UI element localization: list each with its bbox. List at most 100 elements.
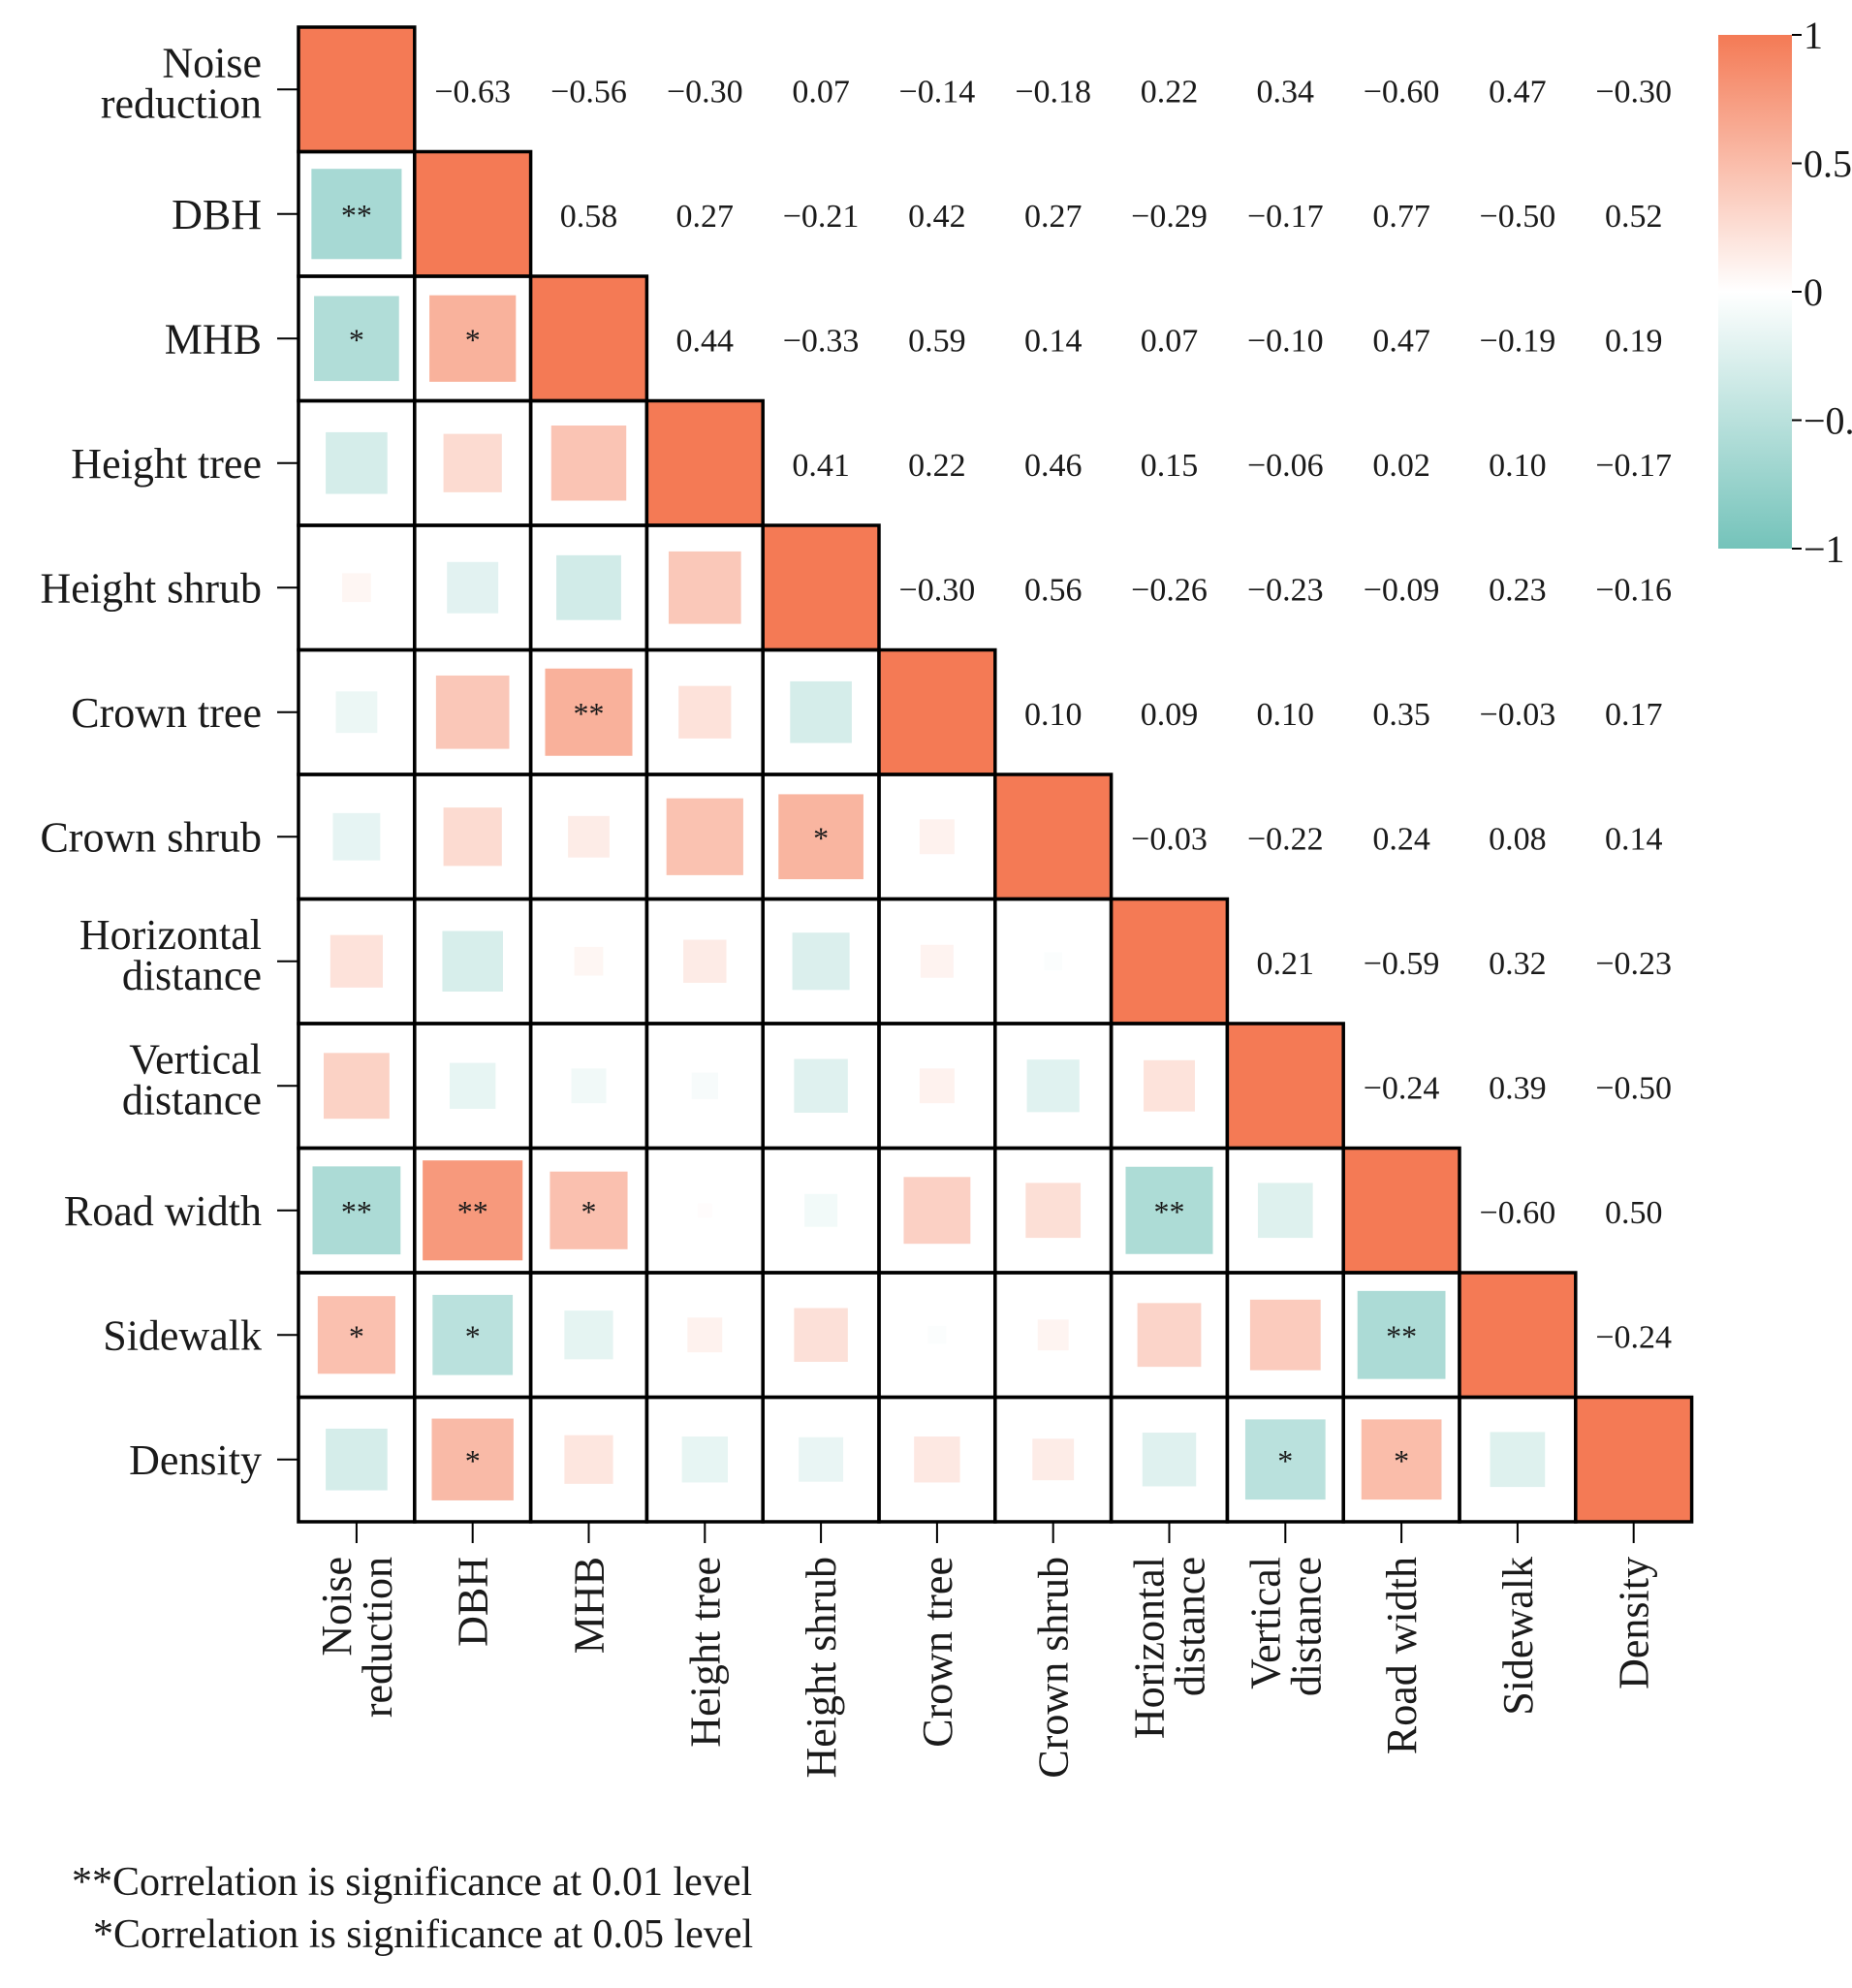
diag-cell-height-tree [646, 400, 764, 525]
footnote-005-level: *Correlation is significance at 0.05 lev… [93, 1912, 754, 1957]
corr-square-r3-c2 [429, 295, 517, 382]
colorbar-tick-label-4: −0.5 [1804, 399, 1852, 443]
significance-mark-r12-c10: * [1394, 1443, 1409, 1478]
corr-square-r4-c1 [326, 431, 388, 494]
value-label-r5-c7: 0.56 [1024, 572, 1083, 608]
significance-mark-r2-c1: ** [341, 198, 372, 233]
value-label-r4-c11: 0.10 [1489, 448, 1547, 484]
corr-square-r8-c2 [442, 931, 503, 993]
diag-cell-horizontal-distance [1111, 899, 1228, 1024]
corr-square-r10-c5 [804, 1193, 838, 1227]
corr-square-r12-c6 [914, 1436, 960, 1483]
col-label-horizontal-distance: Horizontaldistance [1126, 1557, 1214, 1739]
value-label-r1-c10: −0.60 [1364, 74, 1440, 110]
value-label-r6-c10: 0.35 [1372, 697, 1430, 733]
value-label-r8-c11: 0.32 [1489, 946, 1547, 982]
value-label-r7-c12: 0.14 [1605, 821, 1663, 857]
row-label-dbh: DBH [172, 191, 262, 238]
value-label-r2-c3: 0.58 [560, 199, 618, 235]
row-label-sidewalk: Sidewalk [103, 1311, 262, 1359]
col-label-dbh: DBH [450, 1557, 497, 1647]
significance-mark-r11-c10: ** [1386, 1318, 1417, 1353]
corr-square-r12-c9 [1244, 1419, 1326, 1500]
col-label-noise-reduction: Noisereduction [313, 1557, 401, 1718]
value-label-r1-c7: −0.18 [1015, 74, 1091, 110]
row-label-height-shrub: Height shrub [40, 564, 262, 612]
significance-mark-r10-c8: ** [1154, 1194, 1185, 1229]
corr-square-r5-c3 [556, 554, 621, 620]
corr-square-r9-c4 [691, 1072, 718, 1099]
corr-square-r6-c3 [545, 668, 633, 756]
col-label-road-width: Road width [1378, 1557, 1426, 1754]
corr-square-r9-c1 [323, 1053, 390, 1120]
value-label-r3-c5: −0.33 [783, 323, 860, 359]
corr-square-r7-c3 [568, 815, 610, 858]
corr-square-r8-c1 [330, 934, 383, 988]
diag-cell-mhb [530, 276, 647, 401]
value-label-r9-c11: 0.39 [1489, 1070, 1547, 1106]
row-label-crown-tree: Crown tree [71, 689, 262, 737]
value-label-r2-c11: −0.50 [1480, 199, 1556, 235]
value-label-r2-c6: 0.42 [908, 199, 966, 235]
corr-square-r11-c3 [564, 1310, 613, 1360]
value-label-r4-c12: −0.17 [1595, 448, 1672, 484]
significance-mark-r12-c9: * [1277, 1443, 1293, 1478]
value-label-r8-c10: −0.59 [1364, 946, 1440, 982]
footnote-001-level: **Correlation is significance at 0.01 le… [72, 1860, 753, 1905]
corr-square-r12-c8 [1142, 1433, 1197, 1487]
corr-square-r4-c3 [550, 426, 627, 501]
significance-mark-r11-c1: * [349, 1318, 364, 1353]
value-label-r2-c5: −0.21 [783, 199, 860, 235]
value-label-r1-c8: 0.22 [1141, 74, 1199, 110]
corr-square-r12-c7 [1032, 1438, 1075, 1481]
value-label-r6-c12: 0.17 [1605, 697, 1663, 733]
diag-cell-density [1575, 1397, 1692, 1522]
corr-square-r11-c6 [927, 1325, 947, 1344]
corr-square-r10-c7 [1025, 1183, 1082, 1239]
value-label-r1-c12: −0.30 [1595, 74, 1672, 110]
corr-square-r9-c3 [571, 1068, 607, 1104]
corr-square-r8-c5 [792, 932, 850, 991]
corr-square-r12-c11 [1490, 1432, 1546, 1488]
value-label-r5-c6: −0.30 [899, 572, 976, 608]
corr-square-r10-c8 [1125, 1166, 1213, 1254]
colorbar [1718, 35, 1792, 549]
value-label-r5-c10: −0.09 [1364, 572, 1440, 608]
value-label-r4-c6: 0.22 [908, 448, 966, 484]
value-label-r9-c10: −0.24 [1364, 1070, 1440, 1106]
diag-cell-crown-shrub [994, 774, 1112, 899]
col-label-crown-tree: Crown tree [914, 1557, 961, 1748]
value-label-r7-c8: −0.03 [1131, 821, 1208, 857]
corr-square-r10-c9 [1257, 1183, 1313, 1239]
significance-mark-r12-c2: * [465, 1443, 481, 1478]
value-label-r4-c5: 0.41 [792, 448, 850, 484]
significance-mark-r3-c2: * [465, 322, 481, 357]
value-label-r7-c11: 0.08 [1489, 821, 1547, 857]
value-label-r6-c7: 0.10 [1024, 697, 1083, 733]
value-label-r4-c9: −0.06 [1247, 448, 1324, 484]
colorbar-tick-label-2: 0.5 [1804, 142, 1852, 186]
diag-cell-road-width [1343, 1148, 1460, 1273]
value-label-r1-c2: −0.63 [434, 74, 511, 110]
value-label-r6-c8: 0.09 [1141, 697, 1199, 733]
significance-mark-r11-c2: * [465, 1318, 481, 1353]
corr-square-r11-c7 [1037, 1319, 1069, 1351]
diag-cell-noise-reduction [298, 27, 415, 152]
corr-square-r12-c10 [1361, 1419, 1442, 1500]
corr-square-r4-c2 [443, 433, 502, 492]
corr-square-r8-c6 [920, 944, 954, 978]
col-label-height-shrub: Height shrub [798, 1557, 845, 1779]
corr-square-r12-c5 [799, 1436, 844, 1482]
corr-square-r11-c1 [317, 1296, 395, 1374]
corr-square-r3-c1 [314, 296, 399, 382]
value-label-r5-c11: 0.23 [1489, 572, 1547, 608]
value-label-r6-c9: 0.10 [1257, 697, 1315, 733]
corr-square-r11-c8 [1137, 1303, 1202, 1368]
value-label-r1-c6: −0.14 [899, 74, 976, 110]
corr-square-r11-c9 [1249, 1299, 1321, 1371]
value-label-r4-c7: 0.46 [1024, 448, 1083, 484]
corr-square-r9-c8 [1144, 1059, 1195, 1112]
corr-square-r11-c4 [687, 1317, 723, 1353]
